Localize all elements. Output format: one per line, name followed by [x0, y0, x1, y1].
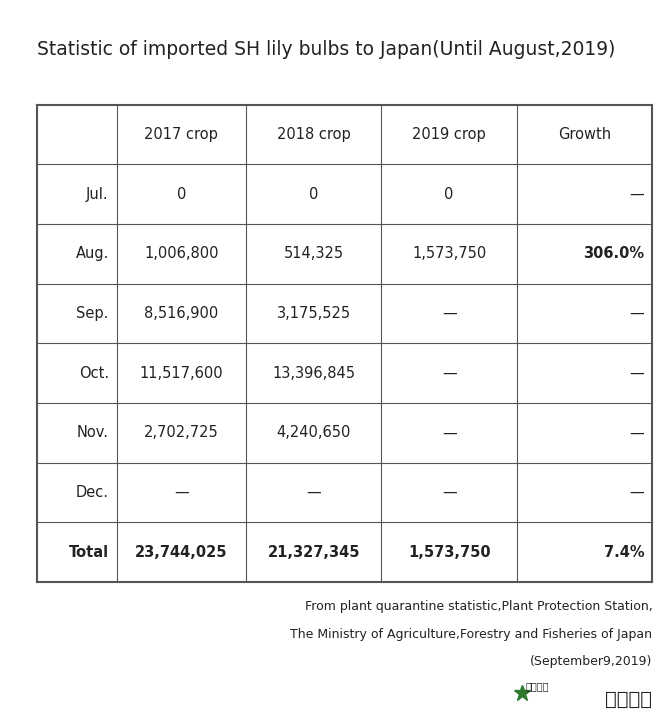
Text: —: —	[630, 425, 644, 440]
Text: 1,006,800: 1,006,800	[145, 247, 219, 262]
Text: Sep.: Sep.	[76, 306, 109, 321]
Text: Total: Total	[69, 544, 109, 560]
Text: —: —	[306, 485, 321, 500]
Text: 1,573,750: 1,573,750	[408, 544, 490, 560]
Text: Oct.: Oct.	[79, 366, 109, 381]
Text: 2017 crop: 2017 crop	[145, 127, 218, 142]
Text: 8,516,900: 8,516,900	[145, 306, 219, 321]
Text: 514,325: 514,325	[284, 247, 344, 262]
Text: 7.4%: 7.4%	[603, 544, 644, 560]
Text: 3,175,525: 3,175,525	[277, 306, 351, 321]
Text: 306.0%: 306.0%	[583, 247, 644, 262]
Text: 2019 crop: 2019 crop	[412, 127, 486, 142]
Text: 1,573,750: 1,573,750	[412, 247, 486, 262]
Text: (September9,2019): (September9,2019)	[530, 655, 652, 668]
Text: 0: 0	[309, 187, 318, 202]
Text: 0: 0	[177, 187, 186, 202]
Text: 2018 crop: 2018 crop	[277, 127, 351, 142]
Text: Statistic of imported SH lily bulbs to Japan(Until August,2019): Statistic of imported SH lily bulbs to J…	[37, 40, 615, 59]
Text: 21,327,345: 21,327,345	[268, 544, 360, 560]
Text: —: —	[630, 187, 644, 202]
Text: 11,517,600: 11,517,600	[140, 366, 223, 381]
Text: Aug.: Aug.	[76, 247, 109, 262]
Text: —: —	[630, 485, 644, 500]
Text: 2,702,725: 2,702,725	[144, 425, 219, 440]
Text: Nov.: Nov.	[77, 425, 109, 440]
Text: 株式会社: 株式会社	[525, 681, 549, 691]
Text: 0: 0	[444, 187, 454, 202]
Text: 4,240,650: 4,240,650	[276, 425, 351, 440]
Text: —: —	[442, 425, 456, 440]
Text: The Ministry of Agriculture,Forestry and Fisheries of Japan: The Ministry of Agriculture,Forestry and…	[290, 628, 652, 641]
Text: Jul.: Jul.	[86, 187, 109, 202]
Text: —: —	[442, 485, 456, 500]
Text: —: —	[630, 306, 644, 321]
Text: 中村農園: 中村農園	[605, 690, 652, 709]
Text: 13,396,845: 13,396,845	[272, 366, 355, 381]
Text: —: —	[442, 366, 456, 381]
Text: —: —	[442, 306, 456, 321]
Text: —: —	[174, 485, 189, 500]
Text: Dec.: Dec.	[76, 485, 109, 500]
Text: —: —	[630, 366, 644, 381]
Text: From plant quarantine statistic,Plant Protection Station,: From plant quarantine statistic,Plant Pr…	[304, 600, 652, 613]
Text: 23,744,025: 23,744,025	[135, 544, 227, 560]
Text: Growth: Growth	[558, 127, 611, 142]
